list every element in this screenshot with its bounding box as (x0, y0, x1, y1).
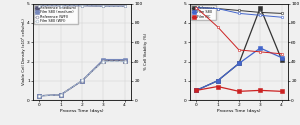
Film S80 (WFI) (123, 61, 127, 62)
Reference (259, 7, 262, 8)
Reference (280, 59, 284, 60)
Legend: Reference (medium), Film S80 (medium), Reference (WFI), Film S80 (WFI): Reference (medium), Film S80 (medium), R… (34, 5, 78, 24)
Reference (WFI) (59, 94, 62, 96)
Line: Film S80: Film S80 (195, 46, 283, 92)
Film S80 (medium) (102, 59, 105, 60)
Film S80 (medium) (80, 80, 84, 82)
Film S80 (medium) (59, 94, 62, 96)
Film S80 (WFI) (38, 95, 41, 96)
Y-axis label: Viable Cell Density (x10⁶ cells/mL): Viable Cell Density (x10⁶ cells/mL) (21, 18, 26, 85)
Line: Film S80 (WFI): Film S80 (WFI) (38, 60, 126, 97)
Film NC (194, 90, 198, 91)
Reference (WFI) (123, 60, 127, 61)
Line: Reference (medium): Reference (medium) (38, 59, 126, 98)
Reference (216, 80, 219, 82)
Film S80 (194, 90, 198, 91)
Film NC (280, 91, 284, 92)
Reference (194, 90, 198, 91)
Reference (medium) (59, 94, 62, 96)
Film NC (259, 90, 262, 91)
Film S80 (259, 47, 262, 49)
Reference (237, 63, 241, 64)
Y-axis label: % Cell Viability (%): % Cell Viability (%) (144, 33, 148, 70)
Film S80 (WFI) (59, 94, 62, 96)
X-axis label: Process Time (days): Process Time (days) (217, 109, 261, 113)
Line: Reference: Reference (195, 6, 283, 92)
Reference (WFI) (38, 95, 41, 96)
Film S80 (WFI) (80, 80, 84, 81)
Reference (medium) (38, 95, 41, 96)
Line: Film S80 (medium): Film S80 (medium) (38, 58, 126, 98)
Film S80 (216, 80, 219, 82)
Reference (medium) (102, 60, 105, 61)
Line: Reference (WFI): Reference (WFI) (38, 59, 126, 97)
Film NC (216, 86, 219, 87)
Line: Film NC: Film NC (195, 85, 283, 93)
Film NC (237, 91, 241, 92)
Film S80 (medium) (38, 95, 41, 96)
Film S80 (237, 63, 241, 64)
Reference (medium) (80, 80, 84, 82)
X-axis label: Process Time (days): Process Time (days) (60, 109, 104, 113)
Film S80 (medium) (123, 59, 127, 60)
Legend: Reference, Film S80, Film NC: Reference, Film S80, Film NC (191, 5, 216, 20)
Reference (WFI) (80, 80, 84, 82)
Film S80 (WFI) (102, 61, 105, 62)
Reference (medium) (123, 60, 127, 61)
Reference (WFI) (102, 60, 105, 61)
Film S80 (280, 57, 284, 58)
